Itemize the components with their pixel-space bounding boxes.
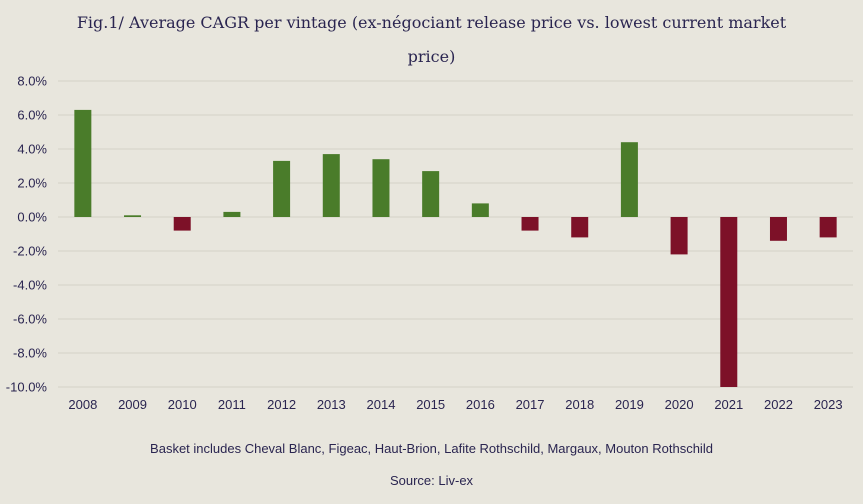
bar-2017 (521, 217, 539, 231)
bar-2013 (322, 154, 340, 217)
y-tick-label: -8.0% (13, 346, 47, 361)
bar-2020 (670, 217, 688, 255)
x-tick-label: 2019 (615, 397, 644, 412)
x-axis-ticks: 2008 2009 2010 2011 2012 2013 2014 2015 2016 2017… (68, 397, 842, 412)
x-tick-label: 2015 (416, 397, 445, 412)
bar-2014 (372, 159, 390, 217)
x-tick-label: 2008 (68, 397, 97, 412)
chart-title: Fig.1/ Average CAGR per vintage (ex-négo… (76, 13, 787, 66)
x-tick-label: 2018 (565, 397, 594, 412)
bar-2010 (173, 217, 191, 231)
y-tick-label: 0.0% (17, 210, 47, 225)
x-tick-label: 2011 (218, 397, 246, 412)
x-tick-label: 2020 (665, 397, 694, 412)
bar-2019 (620, 142, 638, 217)
bar-2021 (720, 217, 738, 387)
bar-2022 (769, 217, 787, 241)
basket-footnote: Basket includes Cheval Blanc, Figeac, Ha… (150, 441, 713, 456)
bar-2023 (819, 217, 837, 238)
y-axis-ticks: 8.0% 6.0% 4.0% 2.0% 0.0% -2.0% -4.0% -6.0% -8.0%… (6, 74, 48, 395)
y-tick-label: 2.0% (17, 176, 47, 191)
bar-chart: 8.0% 6.0% 4.0% 2.0% 0.0% -2.0% -4.0% -6.0% -8.0%… (6, 74, 853, 412)
x-tick-label: 2017 (516, 397, 545, 412)
y-tick-label: 6.0% (17, 108, 47, 123)
source-note: Source: Liv-ex (389, 473, 474, 488)
x-tick-label: 2012 (267, 397, 296, 412)
y-tick-label: -6.0% (13, 312, 47, 327)
x-tick-label: 2014 (367, 397, 396, 412)
bar-2009 (124, 215, 142, 217)
y-tick-label: -4.0% (13, 278, 47, 293)
y-tick-label: -2.0% (13, 244, 47, 259)
bar-2008 (74, 109, 92, 217)
x-tick-label: 2023 (814, 397, 843, 412)
bars (74, 109, 837, 387)
x-tick-label: 2013 (317, 397, 346, 412)
y-tick-label: -10.0% (6, 380, 48, 395)
x-tick-label: 2010 (168, 397, 197, 412)
x-tick-label: 2022 (764, 397, 793, 412)
y-tick-label: 8.0% (17, 74, 47, 89)
bar-2015 (422, 171, 440, 217)
bar-2016 (471, 203, 489, 217)
y-tick-label: 4.0% (17, 142, 47, 157)
x-tick-label: 2021 (714, 397, 743, 412)
bar-2011 (223, 211, 241, 217)
bar-2012 (273, 160, 291, 217)
x-tick-label: 2009 (118, 397, 147, 412)
x-tick-label: 2016 (466, 397, 495, 412)
bar-2018 (571, 217, 589, 238)
